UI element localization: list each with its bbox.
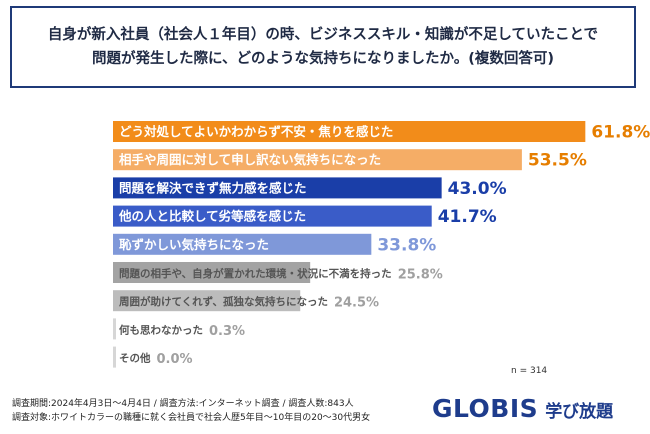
value-label-2: 53.5% [528,151,587,171]
sample-size: n = 314 [511,366,548,376]
bar-3 [113,177,442,199]
bar-7 [113,290,301,312]
value-label-7: 24.5% [334,296,379,311]
logo-service: 学び放題 [545,402,614,422]
footer-survey-info: 調査期間:2024年4月3日〜4月4日 / 調査方法:インターネット調査 / 調… [12,399,354,409]
globis-logo: GLOBIS 学び放題 [432,394,613,423]
value-label-6: 25.8% [398,268,443,283]
footer-survey-target: 調査対象:ホワイトカラーの職種に就く会社員で社会人歴5年目〜10年目の20〜30… [12,413,371,423]
bar-8 [113,318,116,340]
value-label-8: 0.3% [209,324,245,339]
bar-9 [113,346,116,368]
value-label-9: 0.0% [157,352,193,367]
question-line-1: 自身が新入社員（社会人１年目）の時、ビジネススキル・知識が不足していたことで [47,27,599,43]
value-label-1: 61.8% [591,123,650,143]
question-box: 自身が新入社員（社会人１年目）の時、ビジネススキル・知識が不足していたことで 問… [10,6,636,88]
value-label-5: 33.8% [377,235,436,255]
category-label-7: 周囲が助けてくれず、孤独な気持ちになった [119,295,328,308]
category-label-2: 相手や周囲に対して申し訳ない気持ちになった [119,152,381,167]
category-label-5: 恥ずかしい気持ちになった [119,237,269,252]
question-line-2: 問題が発生した際に、どのような気持ちになりましたか。(複数回答可) [91,51,555,67]
bar-5 [113,233,372,255]
bar-6 [113,262,311,283]
value-label-4: 41.7% [438,207,497,227]
category-label-1: どう対処してよいかわからず不安・焦りを感じた [119,124,393,139]
bar-4 [113,205,432,227]
category-label-4: 他の人と比較して劣等感を感じた [118,209,306,224]
value-label-3: 43.0% [448,179,507,199]
category-label-9: その他 [119,352,151,365]
category-label-8: 何も思わなかった [119,323,203,336]
bar-2 [113,149,522,171]
category-label-3: 問題を解決できず無力感を感じた [119,180,307,195]
bar-1 [113,121,586,142]
category-label-6: 問題の相手や、自身が置かれた環境・状況に不満を持った [119,267,392,280]
logo-brand: GLOBIS [432,394,539,423]
